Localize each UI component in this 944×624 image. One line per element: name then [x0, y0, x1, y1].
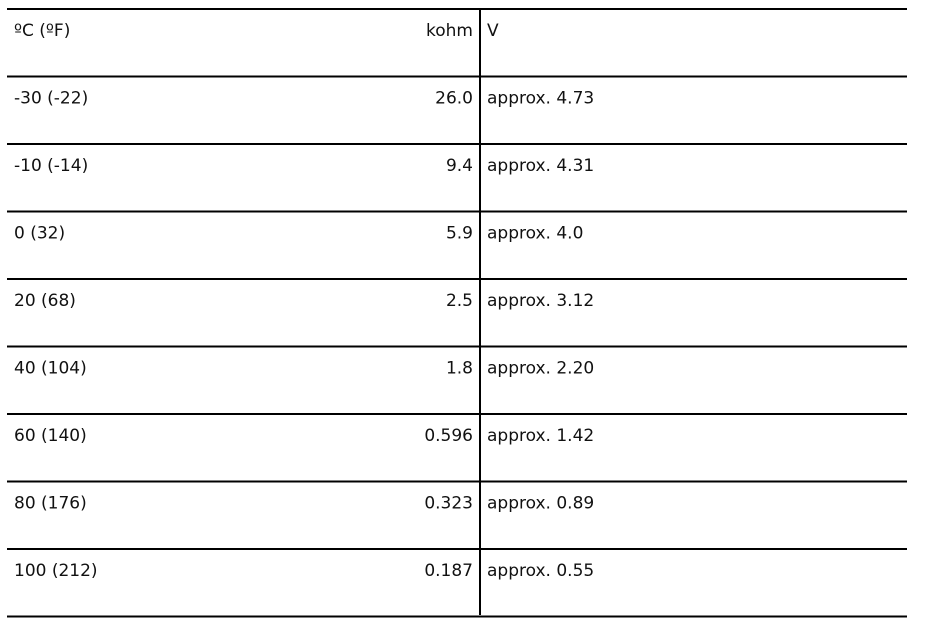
table-cell: 0.596: [424, 426, 473, 446]
table-cell: approx. 3.12: [487, 291, 594, 311]
table-cell: 0.323: [424, 494, 473, 514]
table-cell: 20 (68): [14, 291, 76, 311]
table-cell: 9.4: [446, 156, 473, 176]
table-cell: 0.187: [424, 561, 473, 581]
table-cell: 1.8: [446, 359, 473, 379]
table-cell: approx. 4.73: [487, 89, 594, 109]
table-cell: -30 (-22): [14, 89, 88, 109]
table-cell: 5.9: [446, 224, 473, 244]
header-cell: V: [487, 21, 499, 41]
table-cell: approx. 0.89: [487, 494, 594, 514]
table-cell: 100 (212): [14, 561, 98, 581]
table-cell: 0 (32): [14, 224, 65, 244]
table-cell: 60 (140): [14, 426, 87, 446]
header-cell: kohm: [426, 21, 473, 41]
table-cell: 40 (104): [14, 359, 87, 379]
table-cell: 2.5: [446, 291, 473, 311]
table-cell: approx. 4.0: [487, 224, 583, 244]
table-cell: 80 (176): [14, 494, 87, 514]
table-cell: approx. 0.55: [487, 561, 594, 581]
table-cell: 26.0: [435, 89, 473, 109]
table-cell: approx. 4.31: [487, 156, 594, 176]
header-cell: ºC (ºF): [14, 21, 70, 41]
table-cell: -10 (-14): [14, 156, 88, 176]
table-cell: approx. 1.42: [487, 426, 594, 446]
table-cell: approx. 2.20: [487, 359, 594, 379]
